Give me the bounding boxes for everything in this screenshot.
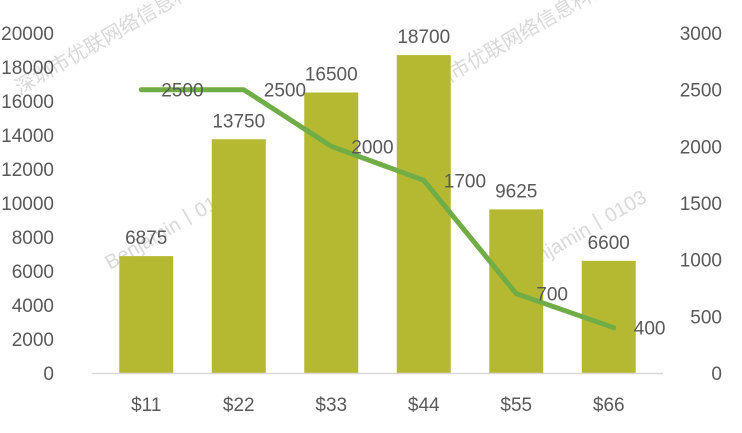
y-left-tick-label: 6000	[12, 262, 54, 283]
y-left-tick-label: 14000	[1, 126, 54, 147]
x-tick-label: $66	[593, 395, 625, 416]
bar-data-label: 18700	[397, 27, 450, 48]
bar-data-label: 9625	[495, 181, 537, 202]
line-data-label: 1700	[444, 171, 486, 192]
line-layer	[138, 87, 617, 331]
y-left-tick-label: 4000	[12, 296, 54, 317]
x-tick-label: $22	[223, 395, 255, 416]
x-tick-label: $11	[131, 395, 161, 416]
y-left-tick-label: 0	[43, 364, 54, 385]
y-left-tick-label: 2000	[12, 330, 54, 351]
label-layer: 6875 13750 16500 18700 9625 6600 2500 2500 2000 1…	[125, 27, 665, 340]
line-data-label: 400	[634, 319, 666, 340]
bar	[211, 139, 266, 373]
bar-data-label: 6875	[125, 228, 167, 249]
y-right-tick-label: 0	[711, 364, 722, 385]
x-tick-label: $55	[500, 395, 532, 416]
y-left-tick-label: 12000	[1, 160, 54, 181]
y-right-tick-label: 2500	[680, 81, 722, 102]
bar	[396, 55, 451, 373]
y-right-tick-label: 2000	[680, 137, 722, 158]
y-right-tick-label: 1500	[680, 194, 722, 215]
x-tick-label: $33	[315, 395, 347, 416]
y-right-tick-label: 500	[690, 307, 722, 328]
bar	[304, 92, 359, 373]
line-data-label: 2500	[264, 81, 306, 102]
bar	[119, 256, 174, 373]
bar-data-label: 6600	[588, 233, 630, 254]
line-series	[138, 87, 617, 331]
y-left-tick-label: 16000	[1, 92, 54, 113]
line-data-label: 2000	[351, 137, 393, 158]
line-data-label: 2500	[161, 81, 203, 102]
bar-layer	[119, 55, 636, 373]
y-right-tick-label: 1000	[680, 251, 722, 272]
y-right-tick-label: 3000	[680, 24, 722, 45]
y-left-tick-label: 20000	[1, 24, 54, 45]
y-left-tick-label: 18000	[1, 58, 54, 79]
bar-data-label: 16500	[305, 65, 358, 86]
line-data-label: 700	[536, 285, 568, 306]
y-left-tick-label: 8000	[12, 228, 54, 249]
y-left-tick-label: 10000	[1, 194, 54, 215]
x-tick-label: $44	[408, 395, 440, 416]
bar-data-label: 13750	[212, 111, 265, 132]
axis-layer: 0200040006000800010000120001400016000180…	[1, 24, 722, 416]
bar	[581, 260, 636, 373]
